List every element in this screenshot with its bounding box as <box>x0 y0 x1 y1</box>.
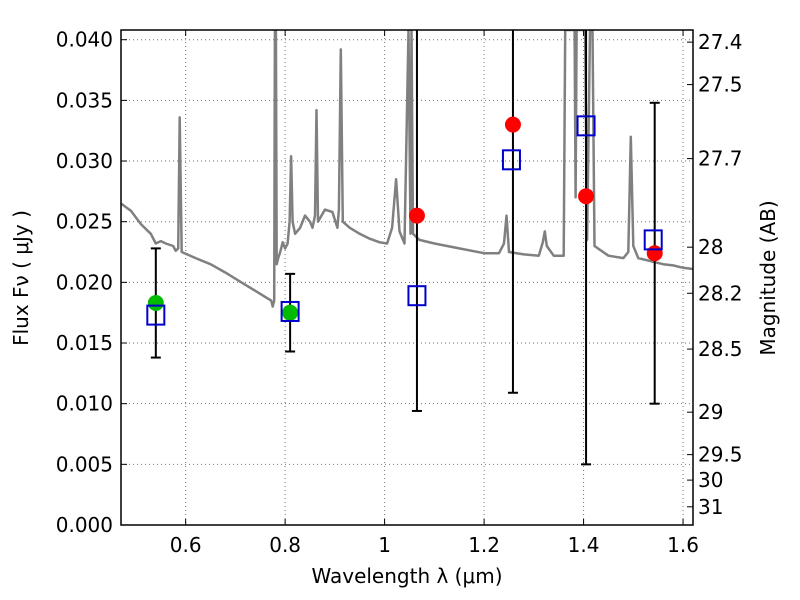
plot-layer <box>121 30 693 308</box>
tick-layer: 0.6 0.8 1 1.2 1.4 1.6 0.000 0.005 0.010 0.015 0.02… <box>56 28 743 557</box>
right-tick-label: 30 <box>698 468 723 492</box>
model-square <box>280 300 300 322</box>
data-point <box>408 207 425 224</box>
y-tick-label: 0.015 <box>56 331 113 355</box>
right-tick-label: 28 <box>698 235 723 259</box>
spectrum-line <box>121 30 693 308</box>
y-tick-label: 0.010 <box>56 392 113 416</box>
y-tick-label: 0.020 <box>56 270 113 294</box>
data-point <box>646 245 663 262</box>
x-tick-label: 1.6 <box>667 533 699 557</box>
x-tick-label: 1.2 <box>468 533 500 557</box>
model-square <box>501 149 521 171</box>
y-tick-label: 0.005 <box>56 452 113 476</box>
y-axis-label: Flux Fν ( μJy ) <box>9 210 33 346</box>
model-square <box>643 229 663 251</box>
y-axis-right-label: Magnitude (AB) <box>756 200 780 355</box>
model-square <box>146 304 166 326</box>
model-square <box>407 285 427 307</box>
x-tick-label: 1 <box>378 533 391 557</box>
x-axis-label: Wavelength λ (μm) <box>311 564 502 588</box>
right-tick-label: 27.7 <box>698 147 743 171</box>
right-tick-label: 27.5 <box>698 73 743 97</box>
right-tick-label: 29.5 <box>698 443 743 467</box>
y-tick-label: 0.025 <box>56 210 113 234</box>
right-tick-label: 31 <box>698 495 723 519</box>
right-tick-label: 27.4 <box>698 30 743 54</box>
x-tick-label: 1.4 <box>568 533 600 557</box>
data-point <box>147 294 164 311</box>
data-point <box>504 116 521 133</box>
right-tick-label: 28.5 <box>698 337 743 361</box>
y-tick-label: 0.030 <box>56 149 113 173</box>
data-point <box>578 188 595 205</box>
y-tick-label: 0.040 <box>56 28 113 52</box>
right-tick-label: 28.2 <box>698 281 743 305</box>
x-tick-label: 0.6 <box>170 533 202 557</box>
y-tick-label: 0.035 <box>56 88 113 112</box>
x-tick-label: 0.8 <box>269 533 301 557</box>
marker-layer <box>146 30 663 466</box>
y-tick-label: 0.000 <box>56 513 113 537</box>
plot-frame <box>120 29 694 526</box>
model-square <box>576 115 596 137</box>
right-tick-label: 29 <box>698 400 723 424</box>
data-point <box>282 304 299 321</box>
